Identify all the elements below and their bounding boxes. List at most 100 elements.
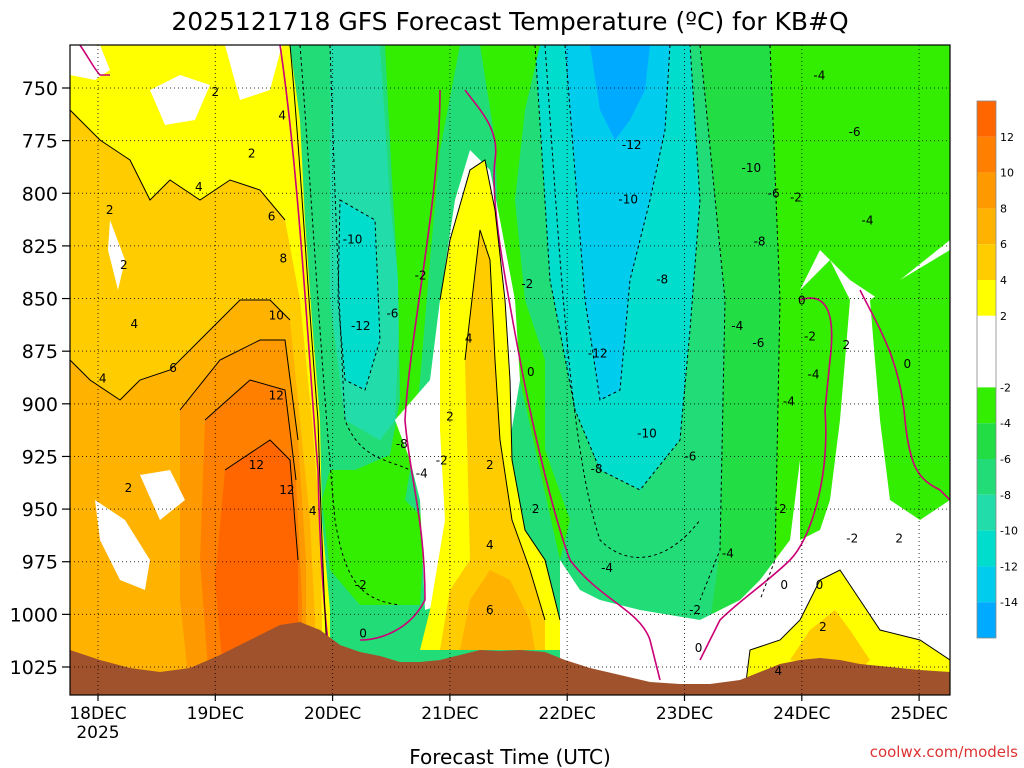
x-tick-label: 22DEC: [539, 704, 596, 724]
contour-2-east: [744, 569, 950, 691]
contour-labels: 2 4 2 4 2 6 2 8 4 10 6 4 12 2 12 12 4 -10 -12 -6 -2 -8 -4 -2 -2 0…: [99, 68, 911, 678]
contour-label: 12: [269, 388, 284, 402]
contour-label: 12: [279, 483, 294, 497]
y-tick-label: 825: [22, 236, 58, 258]
contour-label: 4: [309, 504, 317, 518]
contour-label: -2: [790, 190, 802, 204]
colorbar-band: [977, 315, 996, 388]
contour-label: 12: [249, 458, 264, 472]
contour-minus12-east: [564, 45, 671, 401]
band-minus2-ridge: [480, 45, 570, 560]
y-tick-label: 850: [22, 289, 58, 311]
contour-label: 6: [169, 361, 177, 375]
plot-frame: [69, 44, 951, 696]
x-tick-label: 19DEC: [187, 704, 244, 724]
band-minus14: [590, 45, 650, 140]
contour-2-west: [289, 45, 329, 671]
contour-label: 0: [359, 626, 367, 640]
x-tick-label: 18DEC: [69, 704, 126, 724]
chart-title: 2025121718 GFS Forecast Temperature (ºC)…: [171, 7, 848, 36]
contour-minus8-east: [544, 45, 701, 558]
contour-label: -6: [684, 449, 696, 463]
contour-label: 0: [527, 365, 535, 379]
contour-10-west: [204, 379, 297, 481]
contour-label: 0: [798, 294, 806, 308]
x-tick-label: 25DEC: [890, 704, 947, 724]
contour-label: 4: [99, 372, 107, 386]
x-tick-label: 24DEC: [773, 704, 830, 724]
x-tick-label: 20DEC: [304, 704, 361, 724]
contour-minus2-mid: [299, 45, 401, 606]
white-east: [560, 240, 950, 695]
contour-minus12-mid: [337, 199, 381, 391]
credit-text: coolwx.com/models: [870, 743, 1018, 761]
white-low-mid: [140, 470, 185, 520]
contour-label: -12: [351, 319, 371, 333]
contour-label: -6: [849, 125, 861, 139]
contour-label: -10: [343, 233, 363, 247]
y-axis: 750 775 800 825 850 875 900 925 950 975 1000 1025: [10, 78, 70, 679]
y-tick-label: 925: [22, 446, 58, 468]
contour-label: -6: [752, 336, 764, 350]
contour-label: -2: [355, 578, 367, 592]
band-minus2-mid: [322, 45, 460, 605]
y-tick-label: 750: [22, 78, 58, 100]
colorbar-band: [977, 566, 996, 603]
terrain-surface: [70, 622, 950, 695]
white-nw: [70, 45, 110, 80]
colorbar-frame: [976, 100, 997, 639]
contour-minus10-east: [534, 45, 701, 491]
band-plus6-21dec: [460, 570, 535, 650]
x-axis: 18DEC 19DEC 20DEC 21DEC 22DEC 23DEC 24DEC 25DEC…: [69, 695, 948, 743]
colorbar-band: [977, 387, 996, 424]
y-tick-label: 875: [22, 341, 58, 363]
contour-label: 0: [904, 357, 912, 371]
contour-label: -2: [775, 502, 787, 516]
contour-2-21dec: [439, 159, 561, 621]
colorbar-tick-label: -2: [1000, 381, 1011, 394]
contour-label: 6: [268, 209, 276, 223]
grid-y: [70, 87, 950, 668]
x-tick-label: 23DEC: [656, 704, 713, 724]
x-year-label: 2025: [76, 723, 119, 743]
colorbar-band: [977, 208, 996, 245]
band-minus12-mid: [338, 200, 380, 390]
contour-label: -10: [637, 426, 657, 440]
green-east-pocket: [800, 260, 850, 540]
y-tick-label: 975: [22, 552, 58, 574]
colorbar-band: [977, 494, 996, 531]
zero-contour-6: [859, 289, 950, 501]
contour-4-west: [70, 109, 286, 221]
colorbar-tick-label: -14: [1000, 596, 1018, 609]
contour-label: -2: [689, 603, 701, 617]
colorbar-band: [977, 101, 996, 137]
y-tick-label: 775: [22, 131, 58, 153]
zero-contour-1: [79, 45, 110, 76]
colorbar-band: [977, 459, 996, 495]
contour-label: 2: [446, 409, 454, 423]
zero-contour-4: [464, 89, 661, 681]
contour-label: 2: [532, 502, 540, 516]
contour-label: -4: [808, 367, 820, 381]
contour-label: -6: [768, 186, 780, 200]
contour-label: -4: [813, 68, 825, 82]
contour-label: -8: [754, 235, 766, 249]
band-plus4-east: [790, 610, 870, 670]
contour-label: -8: [396, 437, 408, 451]
colorbar-tick-label: 6: [1000, 238, 1007, 251]
y-tick-label: 1025: [10, 657, 58, 679]
contour-label: 2: [819, 620, 827, 634]
contour-label: 2: [895, 532, 903, 546]
y-tick-label: 950: [22, 499, 58, 521]
contour-label: 2: [248, 146, 256, 160]
x-axis-label: Forecast Time (UTC): [409, 745, 611, 768]
x-tick-label: 21DEC: [421, 704, 478, 724]
contour-label: 2: [486, 458, 494, 472]
y-tick-label: 900: [22, 394, 58, 416]
contour-label: 2: [125, 481, 133, 495]
colorbar-tick-label: 8: [1000, 202, 1007, 215]
colorbar-tick-label: -6: [1000, 453, 1011, 466]
contour-minus2-east: [759, 45, 781, 601]
white-top-right: [225, 45, 282, 100]
contour-label: -12: [588, 346, 608, 360]
